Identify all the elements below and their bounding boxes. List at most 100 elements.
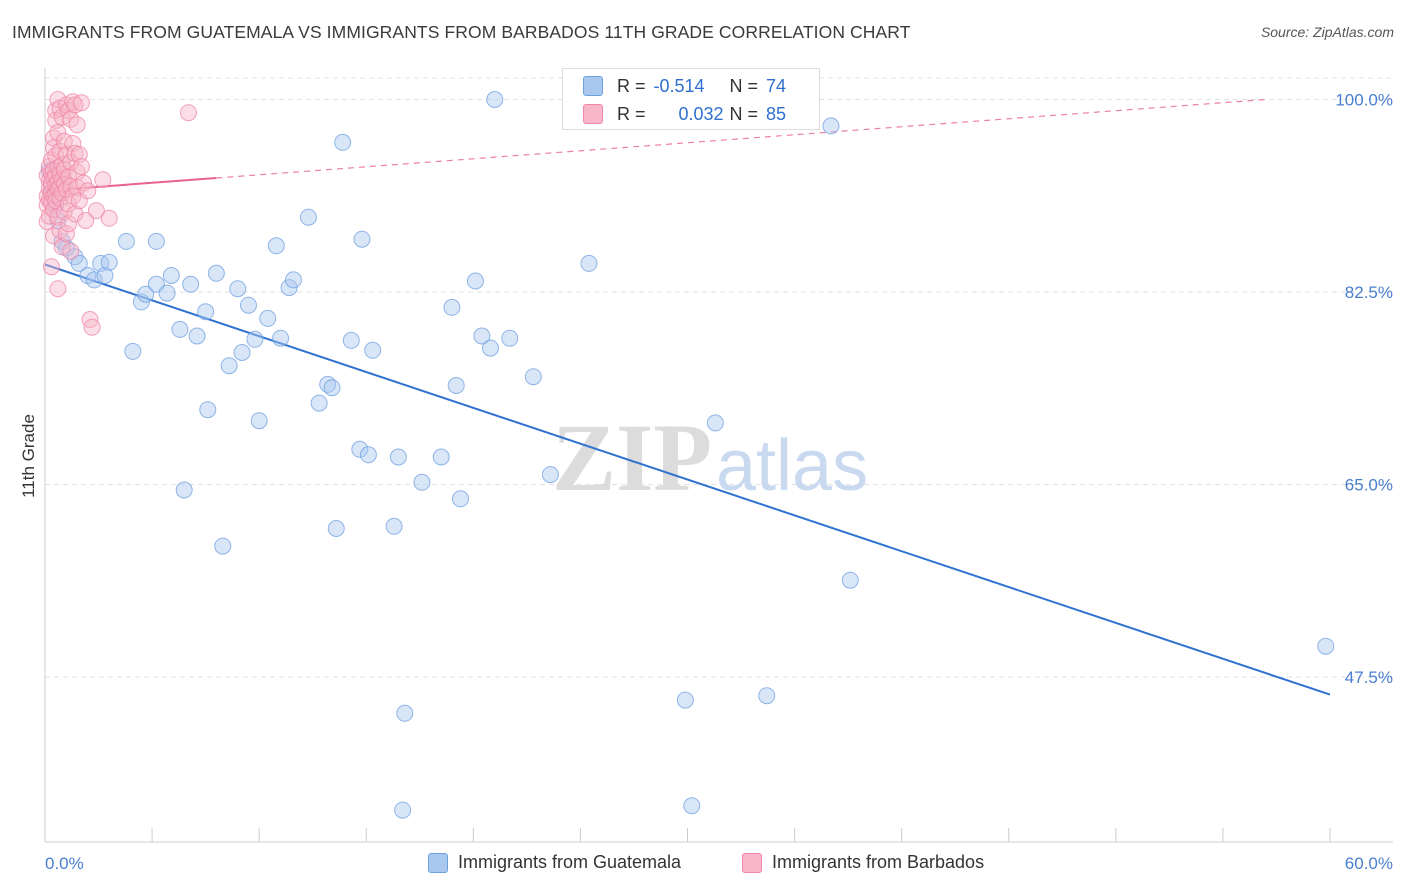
- n-label: N =: [729, 103, 759, 124]
- point-guatemala: [246, 330, 264, 348]
- y-tick-label: 82.5%: [1345, 283, 1393, 302]
- point-guatemala: [96, 267, 114, 284]
- point-barbados: [49, 280, 67, 298]
- point-barbados: [179, 104, 197, 122]
- point-barbados: [62, 177, 80, 195]
- point-barbados: [77, 212, 95, 229]
- point-barbados: [70, 192, 88, 210]
- point-guatemala: [70, 254, 88, 272]
- legend-item-guatemala: Immigrants from Guatemala: [428, 852, 681, 873]
- point-guatemala: [394, 801, 412, 819]
- legend-swatch-guatemala: [428, 852, 448, 873]
- point-barbados: [87, 202, 105, 220]
- point-guatemala: [272, 329, 290, 347]
- point-guatemala: [524, 368, 542, 386]
- point-guatemala: [432, 448, 450, 466]
- legend-label-barbados: Immigrants from Barbados: [772, 852, 985, 872]
- trend-line-guatemala: [44, 263, 1331, 696]
- point-guatemala: [327, 520, 345, 537]
- point-barbados: [49, 124, 67, 141]
- r-label: R =: [617, 103, 646, 124]
- point-guatemala: [334, 133, 352, 151]
- point-guatemala: [229, 280, 247, 298]
- n-label: N =: [729, 75, 759, 96]
- point-guatemala: [124, 342, 142, 360]
- point-barbados: [94, 171, 112, 189]
- point-guatemala: [413, 473, 431, 491]
- point-guatemala: [175, 481, 193, 499]
- point-barbados: [68, 116, 86, 134]
- point-guatemala: [158, 284, 176, 302]
- point-guatemala: [214, 537, 232, 555]
- point-guatemala: [182, 275, 200, 293]
- point-guatemala: [323, 379, 341, 397]
- point-guatemala: [197, 303, 215, 321]
- point-barbados: [66, 205, 84, 223]
- point-guatemala: [501, 329, 519, 347]
- point-guatemala: [841, 571, 859, 589]
- point-guatemala: [385, 517, 403, 535]
- point-guatemala: [162, 267, 180, 284]
- point-guatemala: [147, 232, 165, 250]
- point-guatemala: [466, 272, 484, 290]
- point-barbados: [57, 146, 75, 163]
- y-tick-label: 47.5%: [1345, 668, 1393, 687]
- bottom-legend: Immigrants from Guatemala Immigrants fro…: [0, 852, 1406, 878]
- point-guatemala: [443, 298, 461, 316]
- point-guatemala: [267, 237, 285, 255]
- point-guatemala: [481, 339, 499, 357]
- point-barbados: [72, 94, 90, 112]
- point-guatemala: [220, 357, 238, 375]
- barbados-n-value: 85: [766, 103, 787, 124]
- barbados-r-value: 0.032: [678, 103, 724, 124]
- watermark-atlas: atlas: [716, 426, 868, 506]
- point-guatemala: [473, 327, 491, 345]
- stats-row-barbados: R = 0.032 N = 85: [583, 101, 786, 127]
- y-tick-label: 100.0%: [1335, 91, 1393, 110]
- legend-swatch-barbados: [742, 852, 762, 873]
- point-barbados: [60, 195, 78, 213]
- point-guatemala: [359, 446, 377, 464]
- point-guatemala: [188, 327, 206, 345]
- watermark-zip: ZIP: [552, 404, 712, 511]
- stats-legend-box: R = -0.514 N = 74 R = 0.032 N = 85: [562, 68, 820, 130]
- guatemala-n-value: 74: [766, 75, 787, 96]
- source-label: Source: ZipAtlas.com: [1260, 24, 1394, 40]
- legend-item-barbados: Immigrants from Barbados: [742, 852, 984, 873]
- y-tick-label: 65.0%: [1345, 476, 1393, 495]
- point-guatemala: [1317, 637, 1335, 655]
- point-guatemala: [280, 279, 298, 297]
- point-guatemala: [259, 309, 277, 327]
- point-guatemala: [364, 341, 382, 359]
- stats-row-guatemala: R = -0.514 N = 74: [583, 73, 786, 99]
- point-guatemala: [342, 331, 360, 349]
- point-guatemala: [758, 687, 776, 705]
- point-guatemala: [137, 285, 155, 303]
- point-barbados: [62, 242, 80, 260]
- point-barbados: [60, 215, 78, 233]
- y-tick-labels: 47.5% 65.0% 82.5% 100.0%: [1335, 91, 1393, 688]
- y-axis-label: 11th Grade: [19, 414, 38, 498]
- point-barbados: [75, 174, 93, 192]
- point-guatemala: [353, 230, 371, 248]
- r-label: R =: [617, 75, 646, 96]
- legend-label-guatemala: Immigrants from Guatemala: [458, 852, 682, 872]
- point-guatemala: [117, 232, 135, 250]
- point-barbados: [72, 158, 90, 176]
- point-barbados: [64, 135, 82, 152]
- point-guatemala: [351, 440, 369, 458]
- gridlines: [45, 77, 1393, 678]
- point-guatemala: [822, 117, 840, 135]
- point-guatemala: [683, 797, 701, 815]
- point-guatemala: [100, 253, 118, 271]
- point-guatemala: [580, 254, 598, 272]
- point-guatemala: [284, 271, 302, 289]
- point-barbados: [42, 258, 60, 276]
- point-guatemala: [389, 448, 407, 466]
- point-guatemala: [310, 394, 328, 412]
- point-barbados: [57, 225, 75, 243]
- point-guatemala: [199, 401, 217, 419]
- x-tick-label-max: 60.0%: [1345, 854, 1393, 873]
- point-guatemala: [239, 296, 257, 314]
- point-guatemala: [451, 490, 469, 508]
